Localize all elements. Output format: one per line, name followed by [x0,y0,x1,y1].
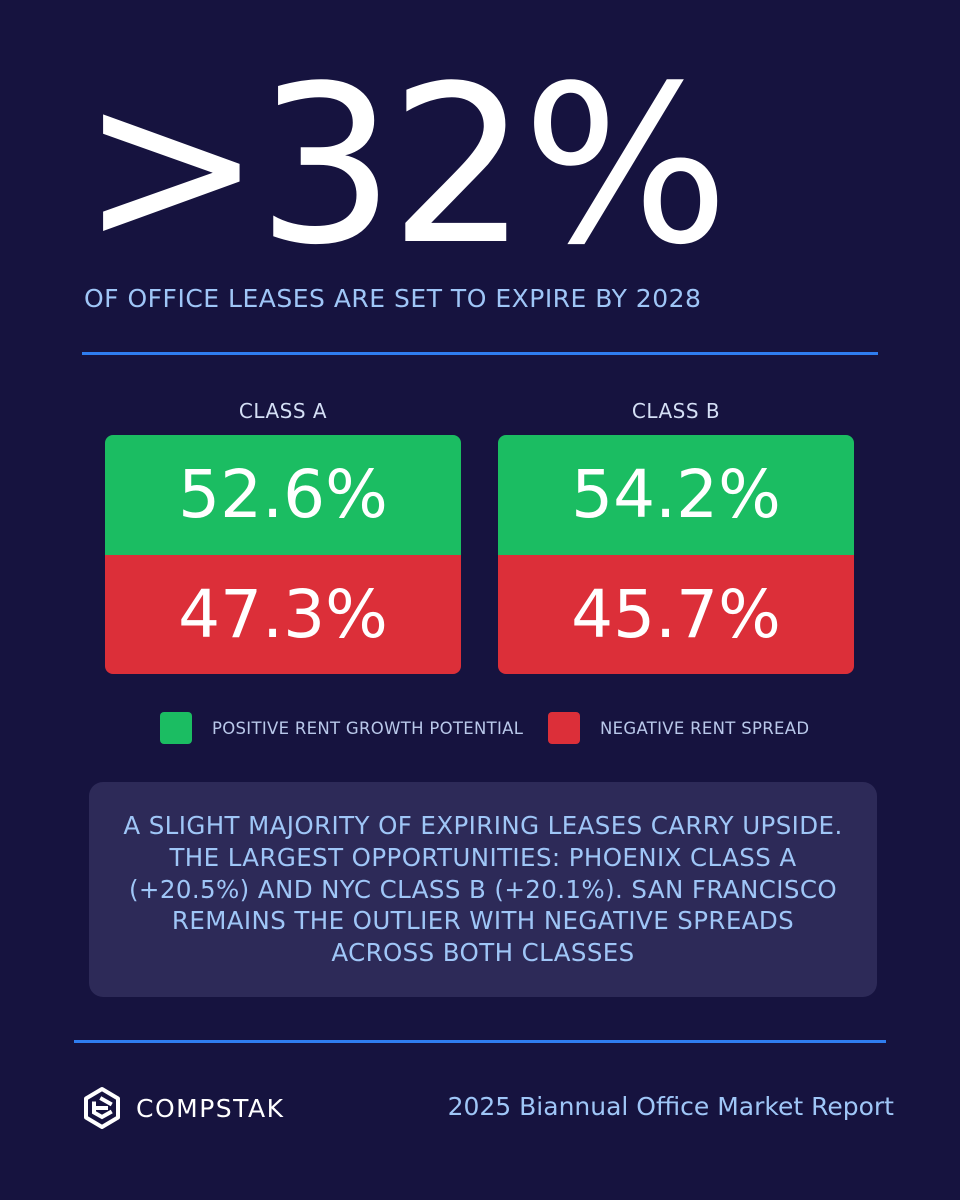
bottom-divider [74,1040,886,1043]
class-b-positive-value: 54.2% [498,435,854,555]
legend-positive-swatch [160,712,192,744]
brand-name: COMPSTAK [136,1093,285,1123]
legend-positive: POSITIVE RENT GROWTH POTENTIAL [160,712,523,744]
class-a-card: 52.6% 47.3% [105,435,461,674]
compstak-hexagon-icon [84,1087,120,1129]
class-b-negative-value: 45.7% [498,554,854,674]
column-label-class-b: CLASS B [631,399,721,423]
class-a-positive-value: 52.6% [105,435,461,555]
class-b-card: 54.2% 45.7% [498,435,854,674]
column-label-class-a: CLASS A [238,399,328,423]
legend-negative-swatch [548,712,580,744]
legend-negative-label: NEGATIVE RENT SPREAD [600,718,810,738]
compstak-logo: COMPSTAK [82,1086,284,1130]
headline-subtitle: OF OFFICE LEASES ARE SET TO EXPIRE BY 20… [84,284,702,313]
legend-negative: NEGATIVE RENT SPREAD [548,712,809,744]
class-a-negative-value: 47.3% [105,554,461,674]
top-divider [82,352,878,355]
legend-positive-label: POSITIVE RENT GROWTH POTENTIAL [212,718,524,738]
headline-stat: >32% [80,40,729,293]
insight-note-box: A SLIGHT MAJORITY OF EXPIRING LEASES CAR… [89,782,877,997]
insight-note-text: A SLIGHT MAJORITY OF EXPIRING LEASES CAR… [123,810,843,968]
report-title: 2025 Biannual Office Market Report [447,1092,894,1121]
